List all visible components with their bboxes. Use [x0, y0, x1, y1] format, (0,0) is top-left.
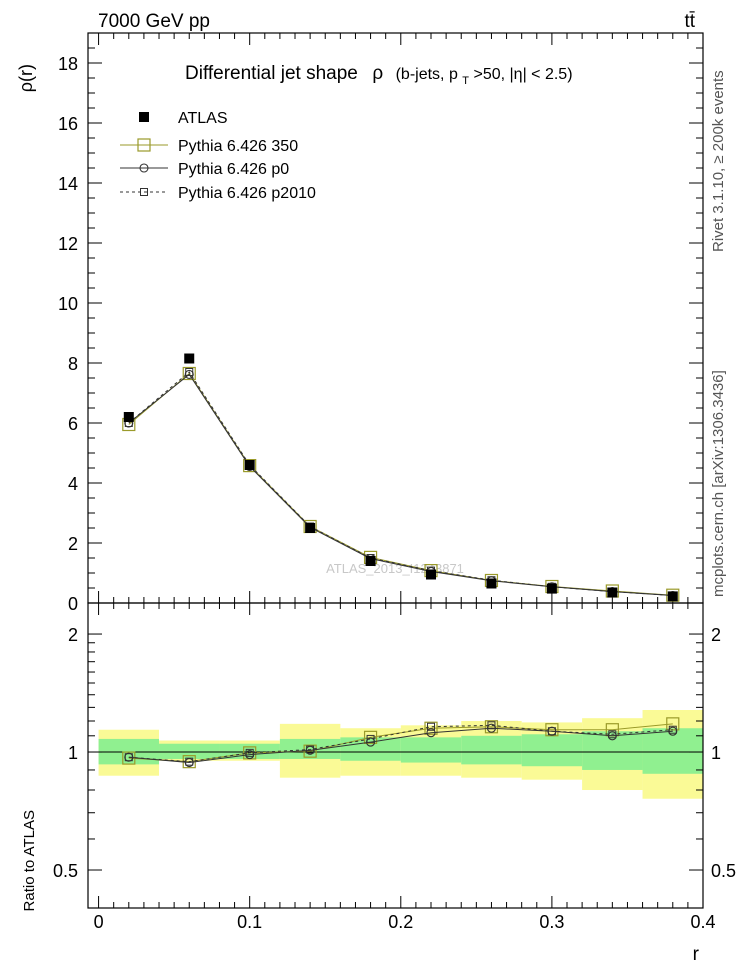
ratio-y-tick-label-right: 1 [711, 743, 721, 763]
legend-marker [137, 138, 151, 152]
ratio-point [424, 721, 438, 735]
data-point [365, 556, 376, 566]
legend-label: ATLAS [178, 110, 228, 127]
data-point [667, 591, 678, 602]
ratio-y-tick-label-right: 0.5 [711, 861, 736, 881]
ratio-band-stat [400, 737, 462, 763]
y-tick-label: 12 [58, 234, 78, 254]
ratio-band-stat [159, 743, 220, 759]
y-tick-label: 0 [68, 594, 78, 614]
data-point [305, 523, 316, 533]
chart-title-subscript: T [462, 75, 469, 87]
data-point [244, 460, 255, 470]
x-tick-label: 0.3 [539, 912, 564, 932]
main-y-axis-label: ρ(r) [16, 64, 36, 92]
chart-title-main: Differential jet shape [185, 63, 358, 84]
legend-entry: Pythia 6.426 p2010 [120, 185, 316, 202]
chart-title-detail: (b-jets, p [396, 66, 458, 83]
data-point [185, 368, 194, 376]
ratio-point [124, 753, 133, 762]
ratio-band-stat [521, 734, 583, 767]
ratio-point [306, 745, 315, 754]
legend-entry: ATLAS [139, 110, 228, 127]
data-point [243, 459, 257, 473]
ratio-series-pythia-6-426-p2010 [124, 721, 677, 766]
x-axis-label: r [693, 944, 700, 965]
legend-label: Pythia 6.426 p2010 [178, 185, 316, 202]
ratio-band-stat [582, 731, 643, 770]
ratio-point [363, 730, 378, 744]
legend-entry: Pythia 6.426 p0 [120, 161, 289, 178]
ratio-point [668, 725, 677, 734]
series-line [128, 371, 673, 596]
data-point [123, 412, 134, 422]
main-series [122, 353, 680, 602]
ratio-point [487, 721, 496, 730]
y-tick-label: 14 [58, 174, 78, 194]
x-tick-label: 0 [94, 912, 104, 932]
legend-label: Pythia 6.426 p0 [178, 161, 289, 178]
ratio-point [366, 734, 375, 743]
mcplots-label: mcplots.cern.ch [arXiv:1306.3436] [710, 370, 727, 597]
ratio-y-axis-label: Ratio to ATLAS [21, 810, 38, 911]
legend-marker [140, 188, 148, 196]
data-point [426, 569, 437, 580]
data-point [182, 366, 196, 381]
data-point [184, 353, 195, 364]
ratio-point [426, 728, 436, 738]
ratio-y-tick-label-right: 2 [711, 625, 721, 645]
ratio-axes: 0 0.1 0.2 0.3 0.4 0.5 0.5 1 1 2 2 [53, 603, 736, 932]
ratio-point [608, 730, 617, 739]
ratio-panel: 0 0.1 0.2 0.3 0.4 0.5 0.5 1 1 2 2 Ratio to ATLAS r [21, 602, 736, 965]
chart-title: Differential jet shape ρ (b-jets, p T >5… [185, 63, 573, 88]
legend-label: Pythia 6.426 350 [178, 138, 298, 155]
legend: ATLAS Pythia 6.426 350 Pythia 6.426 p0 Pyth… [120, 110, 316, 202]
y-tick-label: 2 [68, 534, 78, 554]
data-point [486, 578, 497, 589]
chart-title-symbol: ρ [372, 63, 383, 84]
axes-frame [87, 602, 704, 909]
ratio-y-tick-label: 2 [68, 625, 78, 645]
legend-marker [139, 112, 149, 122]
series-pythia-6-426-p0 [124, 369, 678, 601]
data-point [546, 583, 557, 594]
legend-entry: Pythia 6.426 350 [120, 138, 298, 155]
ratio-point [427, 722, 436, 731]
ratio-band-stat [642, 728, 703, 774]
ratio-y-tick-label: 0.5 [53, 861, 78, 881]
x-tick-label: 0.4 [690, 912, 715, 932]
data-point [607, 587, 618, 598]
x-tick-label: 0.2 [388, 912, 413, 932]
ratio-band-stat [279, 738, 341, 759]
y-tick-label: 10 [58, 294, 78, 314]
main-axes: 0 2 4 6 8 10 12 14 16 18 [58, 32, 704, 614]
y-tick-label: 18 [58, 54, 78, 74]
process-label: tt̄ [684, 11, 695, 32]
y-tick-label: 8 [68, 354, 78, 374]
y-tick-label: 6 [68, 414, 78, 434]
energy-label: 7000 GeV pp [98, 11, 210, 32]
chart-title-detail-end: >50, |η| < 2.5) [473, 66, 572, 83]
ratio-point [547, 727, 556, 736]
legend-marker [139, 163, 149, 173]
ratio-band-stat [340, 737, 401, 761]
rivet-label: Rivet 3.1.10, ≥ 200k events [710, 70, 727, 252]
y-tick-label: 4 [68, 474, 78, 494]
ratio-y-tick-label: 1 [68, 743, 78, 763]
ratio-frame [87, 602, 704, 909]
y-tick-label: 16 [58, 114, 78, 134]
ratio-band-stat [461, 735, 522, 765]
ratio-point [245, 748, 254, 757]
ratio-line [128, 727, 673, 764]
series-atlas [123, 353, 678, 602]
ratio-series [122, 717, 680, 769]
x-tick-label: 0.1 [237, 912, 262, 932]
ratio-line [128, 724, 673, 763]
ratio-point [185, 757, 194, 766]
